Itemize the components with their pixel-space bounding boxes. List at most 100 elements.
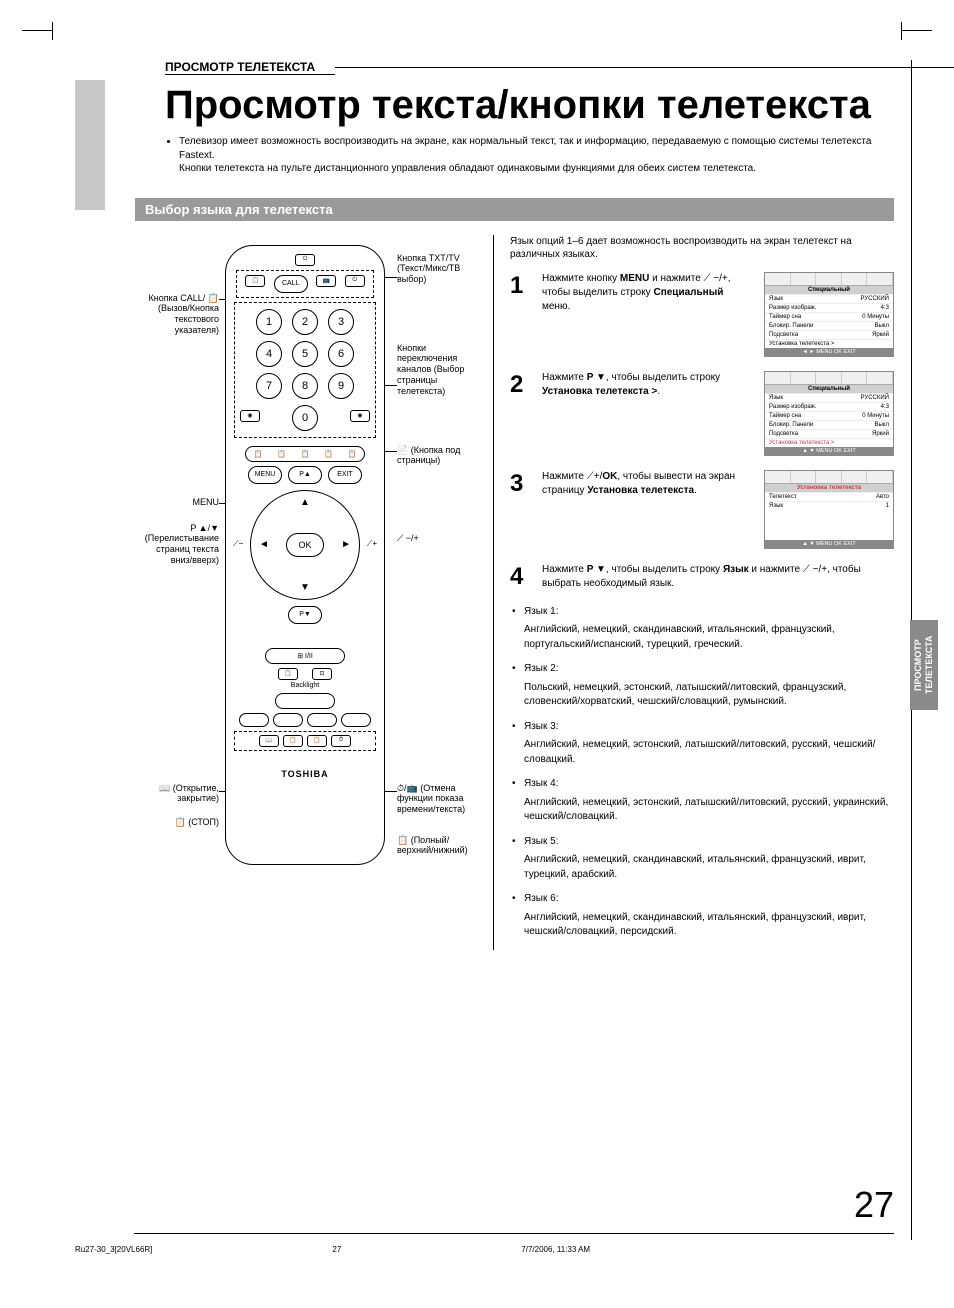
page-number: 27 xyxy=(854,1184,894,1226)
icon-btn: 📺 xyxy=(316,275,336,287)
step-number: 3 xyxy=(510,470,532,549)
intro-bullet: Телевизор имеет возможность воспроизводи… xyxy=(179,135,894,162)
red-button xyxy=(239,713,269,727)
lang-label: Язык 6: xyxy=(524,892,894,907)
num-4: 4 xyxy=(256,341,282,367)
remote-diagram: ⏻ 📋 CALL 📺 ⏻ 123 456 789 0 ◉ ◉ 📋📋� xyxy=(225,245,385,865)
num-8: 8 xyxy=(292,373,318,399)
icon-bar: 📋📋📋📋📋 xyxy=(245,446,365,462)
step-number: 4 xyxy=(510,563,532,591)
crop-mark xyxy=(902,30,932,31)
callout-call: Кнопка CALL/ 📋 (Вызов/Кнопка текстового … xyxy=(135,293,219,336)
num-3: 3 xyxy=(328,309,354,335)
osd-title: Установка телетекста xyxy=(765,484,893,492)
icon-btn: ◉ xyxy=(350,410,370,422)
power-icon: ⏻ xyxy=(345,275,365,287)
num-2: 2 xyxy=(292,309,318,335)
callout-stop: 📋 (СТОП) xyxy=(135,817,219,828)
right-intro: Язык опций 1–6 дает возможность воспроиз… xyxy=(510,235,894,262)
osd-screenshot: Специальный ЯзыкРУССКИЙ Размер изображ.4… xyxy=(764,371,894,456)
icon-btn: ◉ xyxy=(240,410,260,422)
icon-btn: 📋 xyxy=(307,735,327,747)
page-num-line xyxy=(134,1233,894,1234)
callout-reveal: 📖 (Открытие, закрытие) xyxy=(135,783,219,805)
footer-page: 27 xyxy=(332,1245,341,1254)
green-button xyxy=(273,713,303,727)
teletext-row: 📖 📋 📋 ⏱ xyxy=(234,731,376,751)
osd-footer: ▲ ▼ MENU OK EXIT xyxy=(765,540,893,548)
tv-icon: ⏻ xyxy=(295,254,315,266)
dpad: ▲ ▼ ◄ ► OK ⟋− ⟋+ xyxy=(250,490,360,600)
lang-label: Язык 1: xyxy=(524,605,894,620)
num-6: 6 xyxy=(328,341,354,367)
footer-timestamp: 7/7/2006, 11:33 AM xyxy=(521,1245,590,1254)
footer-file: Ru27-30_3[20VL66R] xyxy=(75,1245,152,1254)
call-button: CALL xyxy=(274,275,308,293)
section-label: ПРОСМОТР ТЕЛЕТЕКСТА xyxy=(165,60,335,75)
crop-mark xyxy=(901,22,902,40)
step-1: 1 Нажмите кнопку MENU и нажмите ⟋ −/+, ч… xyxy=(510,272,894,357)
intro-text: Телевизор имеет возможность воспроизводи… xyxy=(165,135,894,176)
num-0: 0 xyxy=(292,405,318,431)
icon-btn: 📋 xyxy=(245,275,265,287)
left-accent xyxy=(75,80,105,210)
osd-title: Специальный xyxy=(765,286,893,294)
brand-label: TOSHIBA xyxy=(226,769,384,779)
backlight-bar xyxy=(275,693,335,709)
subsection-bar: Выбор языка для телетекста xyxy=(135,198,894,221)
top-row-box: 📋 CALL 📺 ⏻ xyxy=(236,270,374,298)
crop-mark xyxy=(52,22,53,40)
callout-size: 📋 (Полный/верхний/нижний) xyxy=(397,835,477,857)
intro-continuation: Кнопки телетекста на пульте дистанционно… xyxy=(179,162,894,176)
lang-desc: Английский, немецкий, скандинавский, ита… xyxy=(524,911,894,940)
callout-txttv: Кнопка TXT/TV (Текст/Микс/ТВ выбор) xyxy=(397,253,477,285)
osd-screenshot: Специальный ЯзыкРУССКИЙ Размер изображ.4… xyxy=(764,272,894,357)
icon-btn: 📖 xyxy=(259,735,279,747)
step-text: Нажмите P ▼, чтобы выделить строку Устан… xyxy=(542,371,754,456)
osd-title: Специальный xyxy=(765,385,893,393)
osd-screenshot: Установка телетекста ТелетекстАвто Язык1… xyxy=(764,470,894,549)
icon-btn: 📋 xyxy=(283,735,303,747)
callout-volpm: ⟋ −/+ xyxy=(397,533,477,544)
lang-desc: Английский, немецкий, скандинавский, ита… xyxy=(524,853,894,882)
vol-minus-icon: ⟋− xyxy=(233,539,243,549)
blue-button xyxy=(341,713,371,727)
callout-nums: Кнопки переключения каналов (Выбор стран… xyxy=(397,343,477,397)
icon-btn: ⏱ xyxy=(331,735,351,747)
exit-button: EXIT xyxy=(328,466,362,484)
callout-menu: MENU xyxy=(135,497,219,508)
lang-label: Язык 5: xyxy=(524,835,894,850)
yellow-button xyxy=(307,713,337,727)
step-3: 3 Нажмите ⟋+/OK, чтобы вывести на экран … xyxy=(510,470,894,549)
pa-button: P▲ xyxy=(288,466,322,484)
step-number: 1 xyxy=(510,272,532,357)
num-9: 9 xyxy=(328,373,354,399)
icon-btn: ⊡ xyxy=(312,668,332,680)
step-4: 4 Нажмите P ▼, чтобы выделить строку Язы… xyxy=(510,563,894,591)
lang-desc: Английский, немецкий, эстонский, латышск… xyxy=(524,796,894,825)
icon-bar: ⊞ I/II xyxy=(265,648,345,664)
lang-desc: Английский, немецкий, эстонский, латышск… xyxy=(524,738,894,767)
callout-pupdown: P ▲/▼ (Перелистывание страниц текста вни… xyxy=(135,523,219,566)
color-buttons xyxy=(234,713,376,727)
crop-mark xyxy=(22,30,52,31)
step-2: 2 Нажмите P ▼, чтобы выделить строку Уст… xyxy=(510,371,894,456)
osd-footer: ◄ ► MENU OK EXIT xyxy=(765,348,893,356)
menu-button: MENU xyxy=(248,466,282,484)
step-text: Нажмите кнопку MENU и нажмите ⟋ −/+, что… xyxy=(542,272,754,357)
num-5: 5 xyxy=(292,341,318,367)
step-number: 2 xyxy=(510,371,532,456)
ok-button: OK xyxy=(286,533,324,557)
num-7: 7 xyxy=(256,373,282,399)
callout-cancel: ⏱/📺 (Отмена функции показа времени/текст… xyxy=(397,783,477,815)
step-text: Нажмите ⟋+/OK, чтобы вывести на экран ст… xyxy=(542,470,754,549)
lang-label: Язык 2: xyxy=(524,662,894,677)
side-tab: ПРОСМОТР ТЕЛЕТЕКСТА xyxy=(910,620,938,710)
backlight-label: Backlight xyxy=(226,682,384,689)
lang-label: Язык 3: xyxy=(524,720,894,735)
osd-footer: ▲ ▼ MENU OK EXIT xyxy=(765,447,893,455)
lang-label: Язык 4: xyxy=(524,777,894,792)
icon-btn: 📋 xyxy=(278,668,298,680)
lang-desc: Польский, немецкий, эстонский, латышский… xyxy=(524,681,894,710)
callout-subpage: 📄 (Кнопка под страницы) xyxy=(397,445,477,467)
